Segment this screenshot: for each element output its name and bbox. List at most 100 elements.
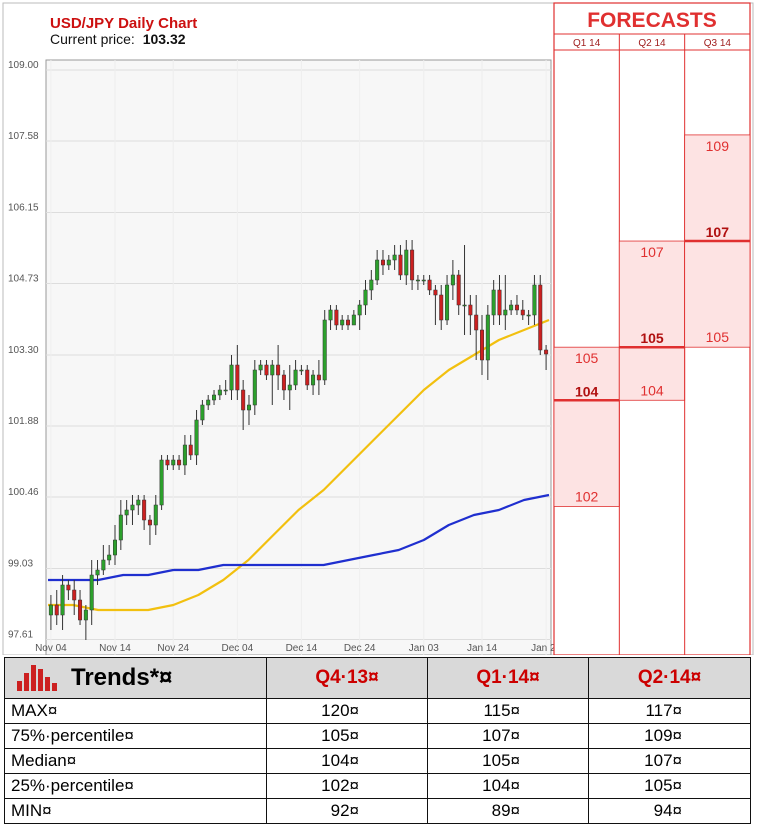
candle [159,455,164,510]
candle-body [217,389,222,396]
candle-body [328,309,333,321]
candle-body [520,309,525,316]
candle-body [235,364,240,391]
candle-body [491,289,496,316]
candle [445,275,450,325]
candle-body [503,309,508,316]
candle [450,260,455,300]
cell-value: 120¤ [266,698,428,724]
candle-body [188,444,193,456]
candle-body [281,374,286,391]
cell-value: 89¤ [427,798,589,824]
cell-value: 117¤ [588,698,751,724]
candle-body [474,314,479,331]
candle-body [480,329,485,361]
forecast-median-label: 107 [706,224,730,240]
forecast-high-label: 105 [575,350,599,366]
candle-body [153,504,158,526]
candle-body [223,389,228,392]
candle-body [415,279,420,282]
trends-header-row: Trends*¤ Q4·13¤ Q1·14¤ Q2·14¤ [4,657,751,699]
trends-col-q1-14: Q1·14¤ [427,657,589,699]
candle-body [48,604,53,616]
candle [287,365,292,410]
bar-chart-icon [17,665,57,691]
forecast-median-label: 105 [640,330,664,346]
candle-body [147,519,152,526]
candle [503,275,508,330]
candle-body [54,604,59,616]
candle [532,275,537,325]
candle [386,255,391,270]
candle-body [311,374,316,386]
trends-row-max: MAX¤ 120¤ 115¤ 117¤ [4,698,751,724]
candle-body [398,254,403,276]
cell-value: 104¤ [266,748,428,774]
candle [544,345,549,370]
candle [246,395,251,425]
cell-value: 107¤ [427,723,589,749]
candle [171,455,176,470]
trends-row-75-percentile: 75%·percentile¤ 105¤ 107¤ 109¤ [4,723,751,749]
trends-col-q2-14: Q2·14¤ [588,657,751,699]
candle-body [177,459,182,466]
candle-body [287,384,292,391]
trends-row-min: MIN¤ 92¤ 89¤ 94¤ [4,798,751,824]
candle [363,280,368,315]
candle [328,305,333,330]
row-label: 25%·percentile¤ [4,773,267,799]
candle-body [112,539,117,556]
candle [538,275,543,355]
current-price-value: 103.32 [143,31,186,47]
candle [357,300,362,330]
candle [311,370,316,395]
candle-body [136,499,141,506]
candle [194,410,199,465]
candle-body [95,569,100,576]
candle [147,515,152,545]
x-tick-label: Dec 24 [344,643,376,654]
candle-body [200,404,205,421]
candle [48,595,53,630]
candle [66,580,71,600]
candle [281,370,286,400]
candle-body [206,399,211,406]
cell-value: 105¤ [427,748,589,774]
candle [212,390,217,405]
candle-body [357,304,362,316]
candle [439,285,444,330]
candle-body [439,294,444,321]
chart-canvas: 109.00 107.58 106.15 104.73 103.30 101.88 100.… [2,2,754,655]
forecast-range-band [553,346,620,507]
candle [142,495,147,530]
candle-body [427,279,432,291]
candle [258,360,263,375]
forecast-low-label: 102 [575,488,599,504]
cell-value: 104¤ [427,773,589,799]
cell-value: 92¤ [266,798,428,824]
candle-body [497,289,502,316]
candle [474,295,479,360]
row-label: MIN¤ [4,798,267,824]
candle [293,360,298,390]
candle-body [66,584,71,591]
candle-body [142,499,147,521]
candle-body [514,304,519,311]
candle-body [375,259,380,281]
candle [78,590,83,625]
candle-body [270,364,275,376]
candle [421,275,426,285]
row-label: 75%·percentile¤ [4,723,267,749]
candle [188,435,193,460]
candle-body [509,304,514,311]
trends-header: Trends*¤ [4,657,267,699]
candle [153,495,158,535]
trends-title: Trends*¤ [71,664,173,691]
candle [217,385,222,400]
cell-value: 105¤ [588,773,751,799]
candle [375,250,380,285]
candle [433,285,438,325]
forecast-high-label: 107 [640,244,664,260]
y-tick-label: 100.46 [8,487,39,498]
candle [235,345,240,400]
